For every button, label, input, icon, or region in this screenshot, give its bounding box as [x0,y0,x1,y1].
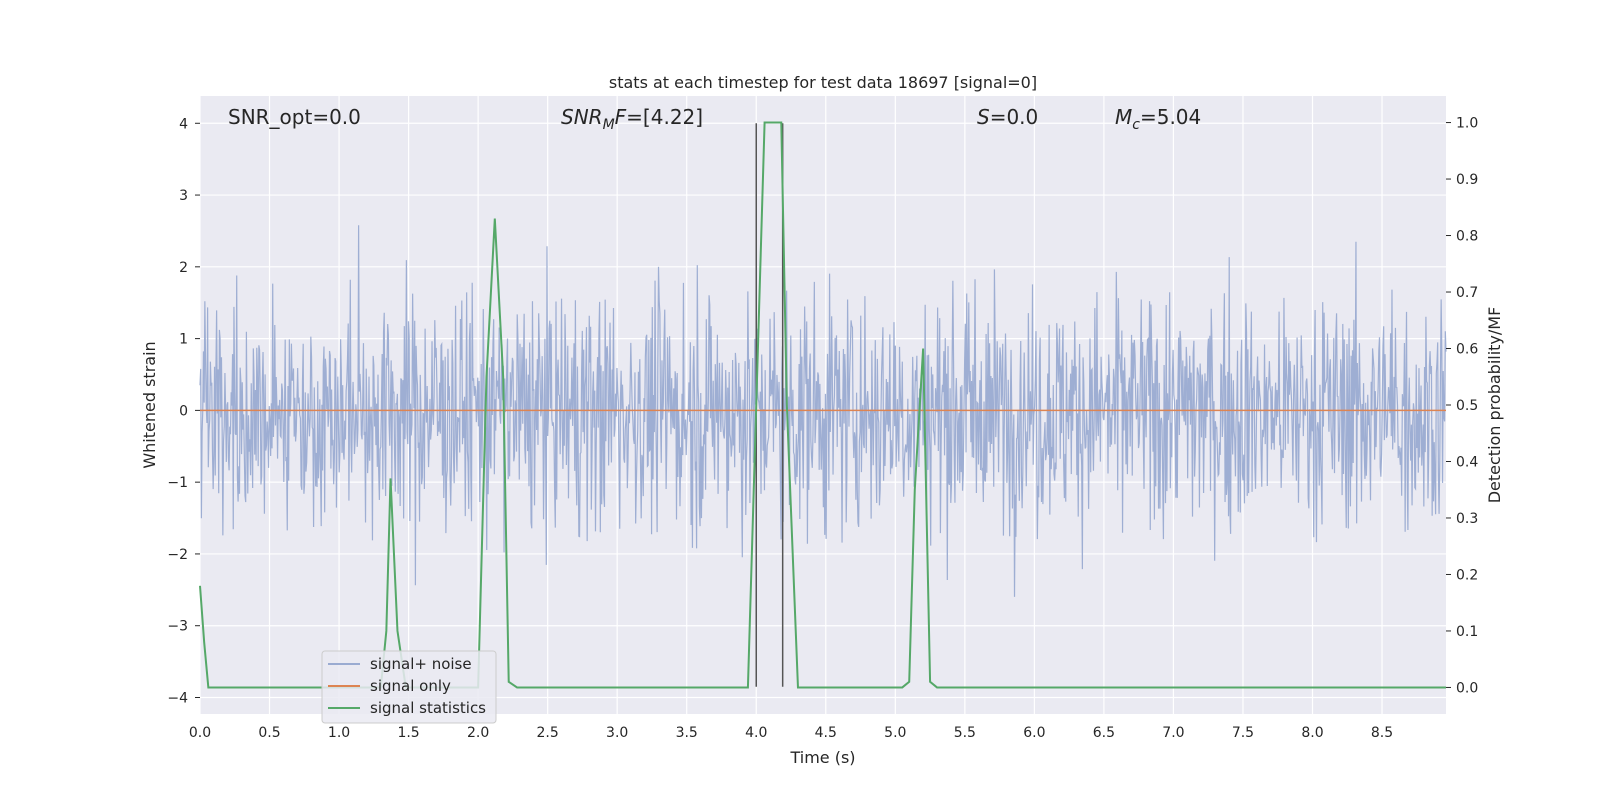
x-tick-label: 4.5 [815,725,837,741]
x-tick-label: 6.5 [1093,725,1115,741]
x-tick-label: 6.0 [1023,725,1045,741]
legend-label-noise: signal+ noise [370,655,472,673]
y-right-tick-label: 0.7 [1456,285,1478,301]
y-left-tick-label: −2 [167,547,188,563]
y-right-tick-label: 0.8 [1456,229,1478,245]
x-tick-label: 8.0 [1301,725,1323,741]
y-left-tick-label: 0 [179,403,188,419]
annotation-mc: Mc=5.04 [1115,105,1201,133]
x-tick-label: 5.0 [884,725,906,741]
y-right-tick-label: 0.0 [1456,680,1478,696]
annotation-mc-var: M [1115,105,1132,129]
x-tick-label: 3.0 [606,725,628,741]
x-axis-ticks: 0.0 0.5 1.0 1.5 2.0 2.5 3.0 3.5 4.0 4.5 5.0 5.5 6.0 6… [189,725,1393,741]
y-right-tick-label: 0.1 [1456,624,1478,640]
x-tick-label: 4.0 [745,725,767,741]
y-right-tick-label: 0.3 [1456,511,1478,527]
y-left-tick-label: −4 [167,690,188,706]
y-right-axis-ticks: 1.0 0.9 0.8 0.7 0.6 0.5 0.4 0.3 0.2 0.1 0.0 [1446,116,1478,696]
x-axis-label: Time (s) [789,748,855,767]
legend: signal+ noise signal only signal statist… [321,650,497,724]
noise-line [199,225,1447,597]
x-tick-label: 1.0 [328,725,350,741]
y-left-tick-label: −1 [167,475,188,491]
x-tick-label: 0.5 [258,725,280,741]
y-right-tick-label: 0.9 [1456,172,1478,188]
annotation-snr-mf-base: SNR [561,105,603,129]
y-right-tick-label: 1.0 [1456,116,1478,132]
y-left-tick-label: 1 [179,332,188,348]
annotation-s-var: S [977,105,990,129]
annotation-snr-opt: SNR_opt=0.0 [228,105,361,129]
x-tick-label: 2.5 [537,725,559,741]
y-left-tick-label: 2 [179,260,188,276]
annotation-s-value: S=0.0 [977,105,1038,129]
x-tick-label: 3.5 [676,725,698,741]
legend-box [321,650,497,724]
x-tick-label: 5.5 [954,725,976,741]
annotation-snr-mf-rest: =[4.22] [626,105,703,129]
x-tick-label: 2.0 [467,725,489,741]
annotation-mc-rest: =5.04 [1140,105,1201,129]
annotation-snr-mf: SNRMF=[4.22] [561,105,703,133]
y-left-tick-label: 3 [179,188,188,204]
x-tick-label: 7.5 [1232,725,1254,741]
y-right-axis-label: Detection probability/MF [1485,307,1504,504]
annotation-snr-mf-rest-italic: F [615,105,627,129]
y-right-tick-label: 0.2 [1456,567,1478,583]
legend-label-signal-only: signal only [370,677,451,695]
noise-series [199,225,1447,597]
y-right-tick-label: 0.6 [1456,342,1478,358]
y-right-tick-label: 0.4 [1456,454,1478,470]
chart-title: stats at each timestep for test data 186… [609,73,1037,92]
y-left-tick-label: 4 [179,116,188,132]
x-tick-label: 8.5 [1371,725,1393,741]
y-left-tick-label: −3 [167,619,188,635]
annotation-mc-sub: c [1132,117,1140,133]
y-left-axis-ticks: 4 3 2 1 0 −1 −2 −3 −4 [167,116,200,706]
x-tick-label: 1.5 [397,725,419,741]
annotation-snr-mf-sub: M [603,117,615,133]
annotation-s-rest: =0.0 [990,105,1039,129]
y-left-axis-label: Whitened strain [140,341,159,468]
legend-label-statistics: signal statistics [370,699,486,717]
x-tick-label: 0.0 [189,725,211,741]
x-tick-label: 7.0 [1162,725,1184,741]
y-right-tick-label: 0.5 [1456,398,1478,414]
